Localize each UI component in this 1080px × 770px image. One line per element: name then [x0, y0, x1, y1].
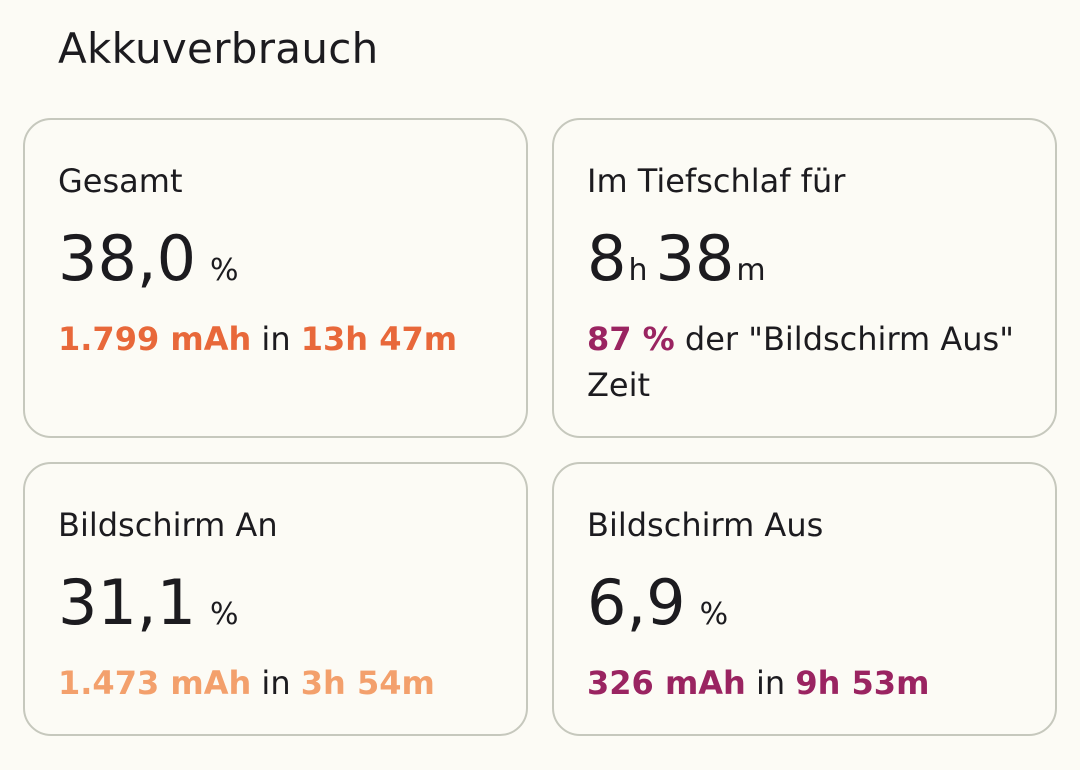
card-title: Gesamt [58, 162, 183, 200]
deep-sleep-minutes: 38 [655, 222, 735, 295]
screen-off-card[interactable]: Bildschirm Aus 6,9% 326 mAh in 9h 53m [552, 462, 1057, 736]
usage-detail: 1.799 mAh in 13h 47m [58, 316, 498, 362]
total-usage-card[interactable]: Gesamt 38,0% 1.799 mAh in 13h 47m [23, 118, 528, 438]
usage-percent-unit: % [699, 597, 729, 632]
usage-capacity: 1.473 mAh [58, 664, 252, 702]
usage-percent-unit: % [210, 253, 239, 288]
usage-percent-value: 6,9 [587, 566, 686, 639]
usage-percent-value: 38,0 [58, 222, 197, 295]
usage-percent-value: 31,1 [58, 566, 197, 639]
usage-detail: 1.473 mAh in 3h 54m [58, 660, 498, 706]
usage-capacity: 326 mAh [587, 664, 746, 702]
deep-sleep-card[interactable]: Im Tiefschlaf für 8h 38m 87 % der "Bildsc… [552, 118, 1057, 438]
usage-percent: 31,1% [58, 572, 239, 634]
deep-sleep-percent: 87 % [587, 320, 675, 358]
card-title: Bildschirm Aus [587, 506, 824, 544]
screen-on-card[interactable]: Bildschirm An 31,1% 1.473 mAh in 3h 54m [23, 462, 528, 736]
usage-connector: in [261, 664, 291, 702]
usage-duration: 9h 53m [795, 664, 930, 702]
card-title: Bildschirm An [58, 506, 278, 544]
card-title: Im Tiefschlaf für [587, 162, 846, 200]
section-title: Akkuverbrauch [58, 24, 379, 73]
usage-detail: 326 mAh in 9h 53m [587, 660, 1027, 706]
usage-duration: 13h 47m [300, 320, 458, 358]
deep-sleep-duration: 8h 38m [587, 228, 774, 290]
usage-duration: 3h 54m [300, 664, 435, 702]
usage-connector: in [261, 320, 291, 358]
usage-percent: 38,0% [58, 228, 239, 290]
deep-sleep-hours-unit: h [628, 253, 648, 288]
usage-percent: 6,9% [587, 572, 728, 634]
usage-percent-unit: % [210, 597, 239, 632]
deep-sleep-minutes-unit: m [736, 253, 766, 288]
deep-sleep-detail: 87 % der "Bildschirm Aus" Zeit [587, 316, 1027, 408]
deep-sleep-hours: 8 [587, 222, 627, 295]
deep-sleep-text: der "Bildschirm Aus" Zeit [587, 320, 1014, 404]
usage-connector: in [756, 664, 786, 702]
usage-capacity: 1.799 mAh [58, 320, 252, 358]
